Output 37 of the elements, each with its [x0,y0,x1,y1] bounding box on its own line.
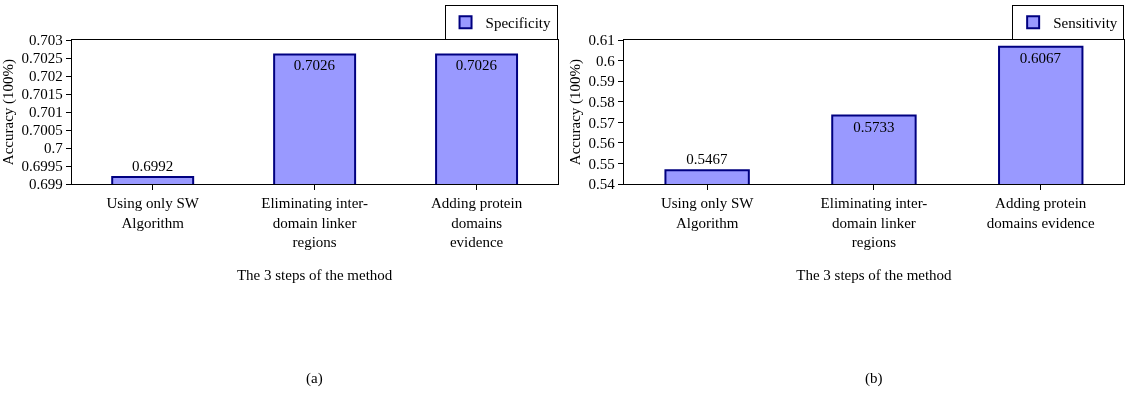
y-tick-label: 0.57 [588,114,616,131]
y-tick-label: 0.6995 [21,158,63,175]
x-tick-label: Using only SW Algorithm [106,195,200,231]
y-tick-label: 0.55 [588,155,615,172]
x-tick-label: Adding protein domains evidence [430,195,523,251]
y-tick-label: 0.7025 [21,50,63,67]
data-label: 0.6992 [132,157,174,174]
y-tick-label: 0.54 [588,176,616,193]
x-tick-label: Adding protein domains evidence [986,195,1096,231]
y-tick-label: 0.699 [28,176,63,193]
x-axis-title: The 3 steps of the method [236,267,393,284]
legend-label: Sensitivity [1053,15,1118,32]
data-label: 0.5467 [686,151,729,168]
y-tick-label: 0.7 [43,140,64,157]
data-label: 0.7026 [293,57,336,74]
y-tick-label: 0.59 [588,73,615,90]
y-axis-title: Accuracy (100%) [0,58,17,166]
y-tick-label: 0.702 [28,68,63,85]
x-tick-label: Using only SW Algorithm [660,195,755,231]
text: (b) [865,370,883,387]
y-tick-label: 0.6 [595,52,616,69]
x-axis-title: The 3 steps of the method [796,267,953,284]
x-tick-label: Eliminating inter- domain linker regions [820,195,928,251]
y-axis-title: Accuracy (100%) [566,58,584,166]
y-tick-label: 0.703 [28,32,63,49]
data-label: 0.6067 [1019,49,1062,66]
data-label: 0.5733 [853,118,895,135]
data-label: 0.7026 [455,57,498,74]
y-tick-label: 0.701 [28,104,63,121]
y-tick-label: 0.7015 [21,86,63,103]
y-tick-label: 0.7005 [21,122,63,139]
text: (a) [306,370,323,387]
y-tick-label: 0.58 [588,94,615,111]
y-tick-label: 0.56 [588,135,616,152]
y-tick-label: 0.61 [588,32,615,49]
x-tick-label: Eliminating inter- domain linker regions [261,195,368,251]
legend-label: Specificity [485,15,552,32]
